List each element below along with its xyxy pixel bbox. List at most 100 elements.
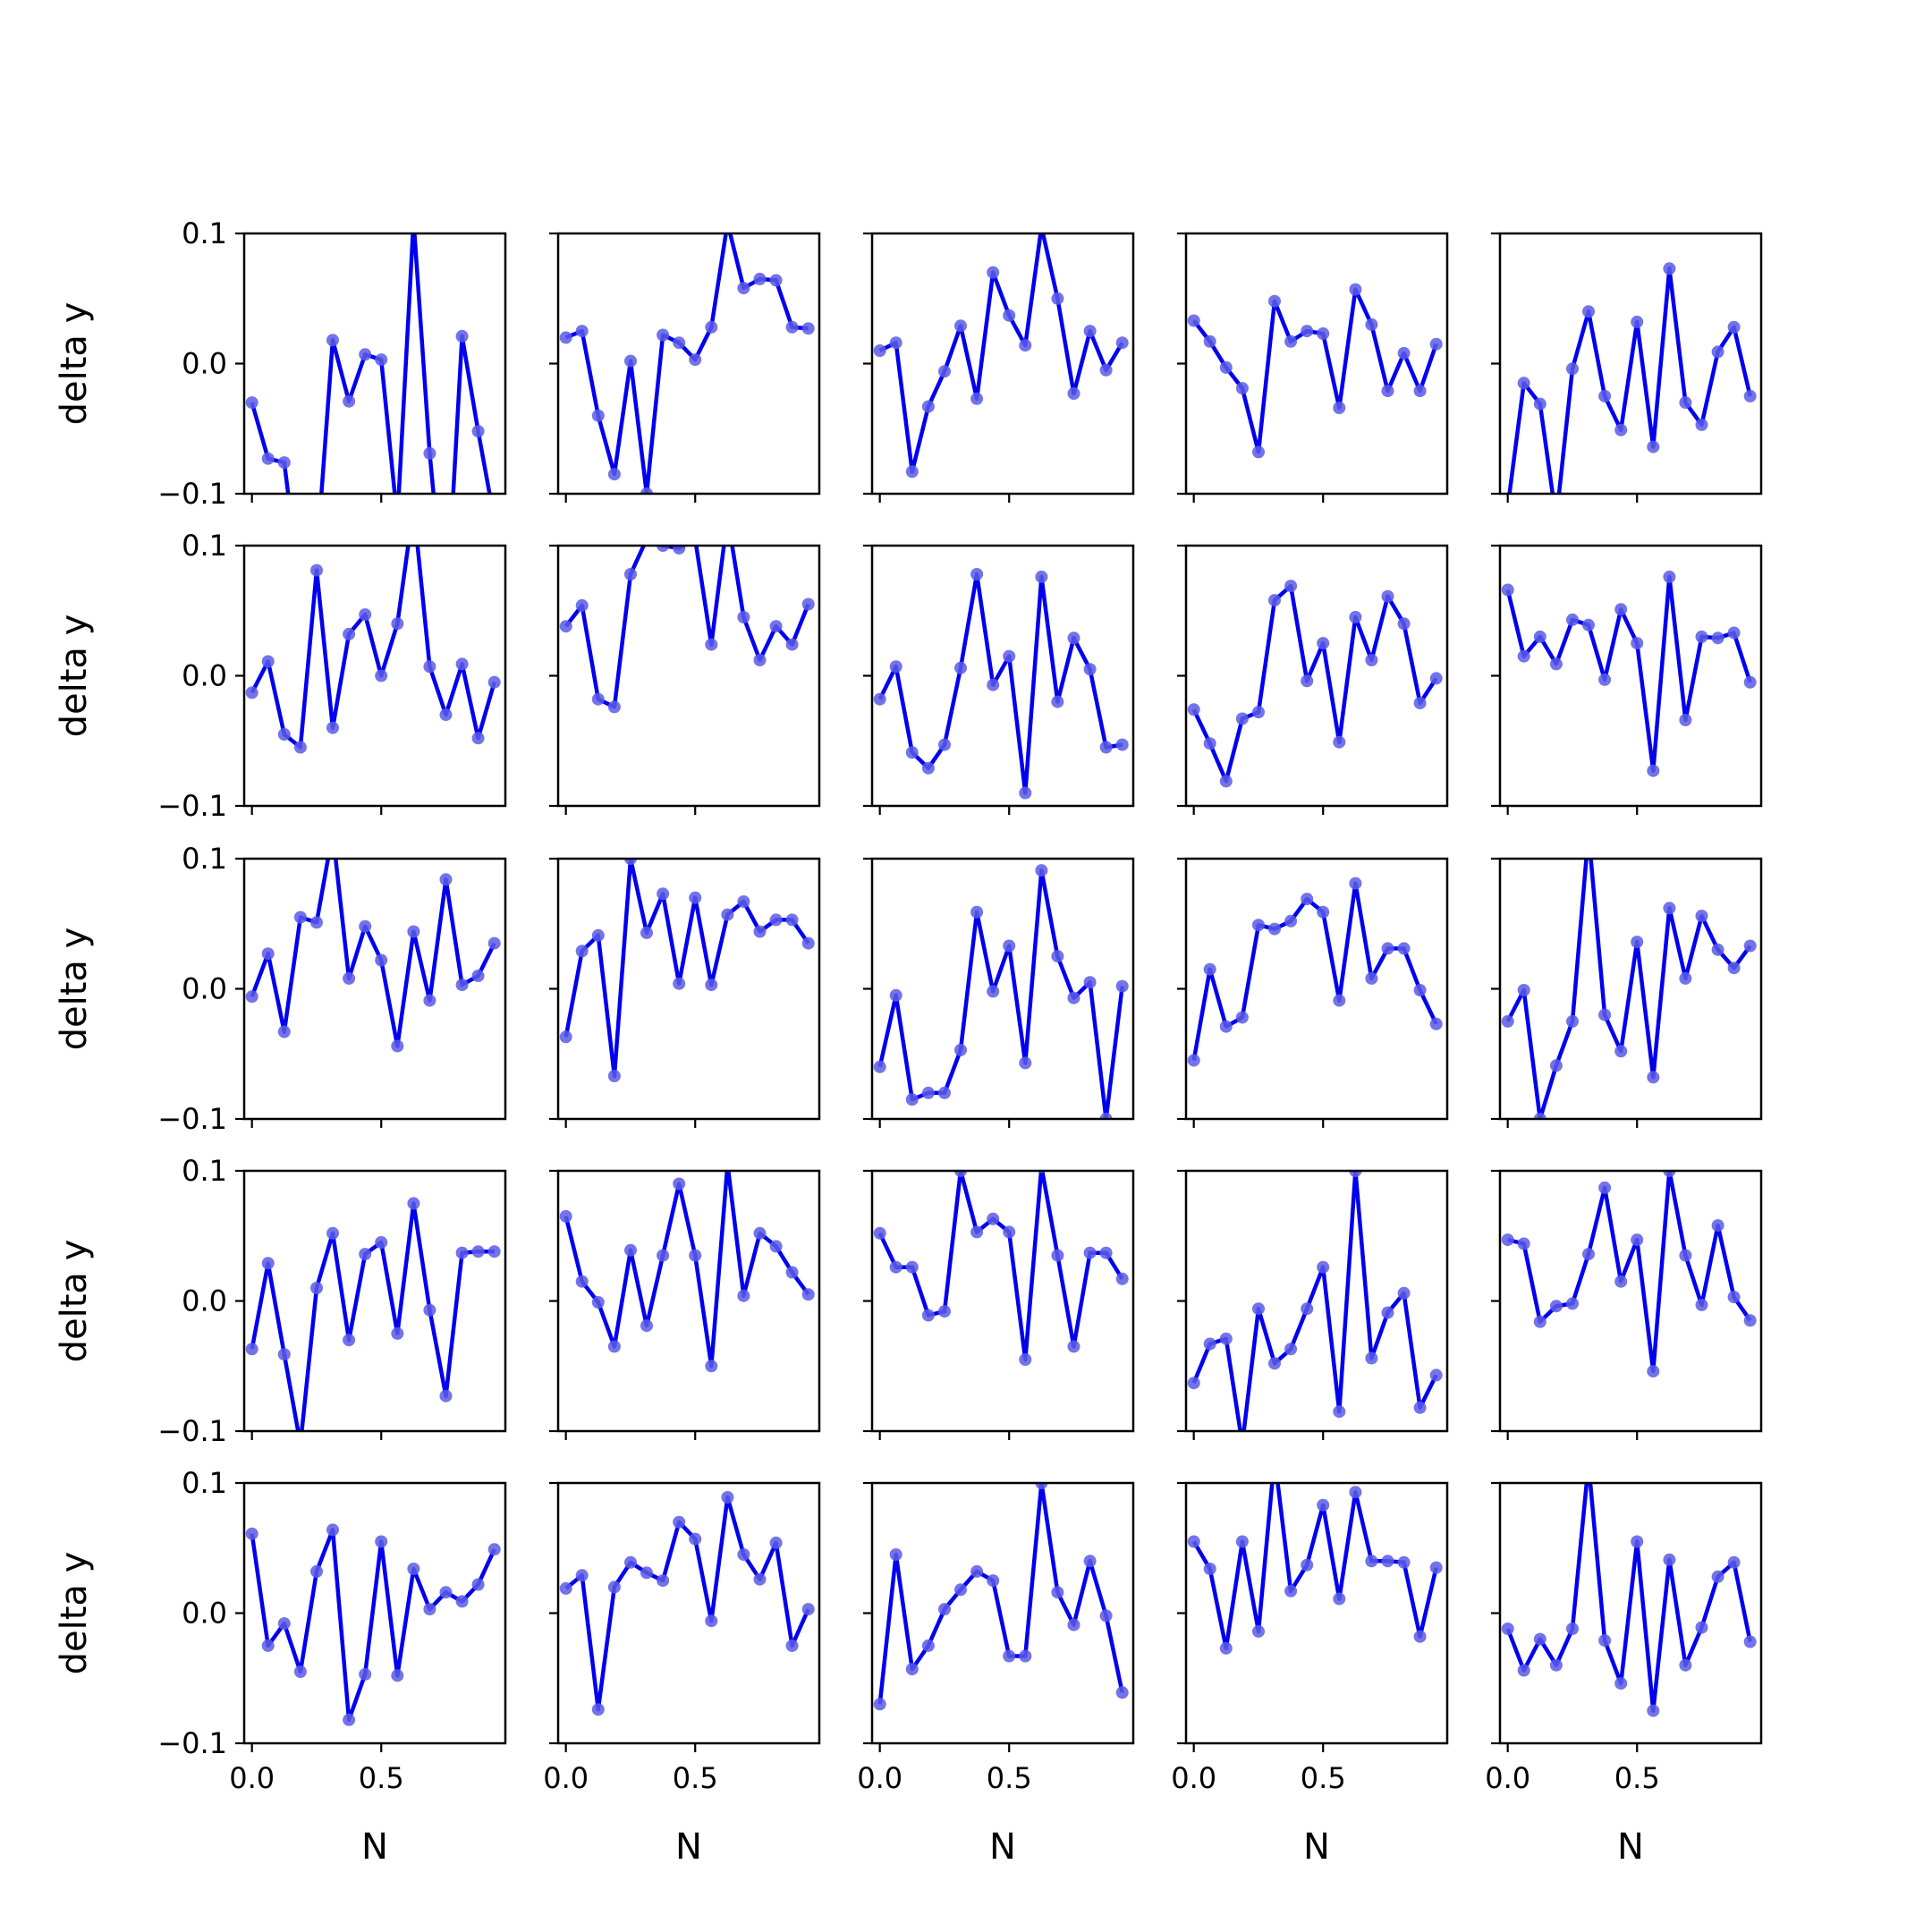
- y-axis-label: delta y: [54, 1240, 95, 1363]
- data-point: [785, 1266, 799, 1279]
- data-point: [801, 936, 815, 950]
- data-point: [1301, 893, 1314, 906]
- subplot-r5-c4: 0.0 0.5 N: [1171, 1481, 1449, 1868]
- data-point: [1631, 315, 1644, 328]
- x-tick-label: 0.0: [543, 1761, 589, 1795]
- data-point: [938, 738, 951, 751]
- series-group: [1187, 580, 1443, 788]
- data-point: [1219, 1332, 1233, 1345]
- data-point: [1614, 423, 1628, 436]
- subplot-r5-c5: 0.0 0.5 N: [1485, 1481, 1763, 1868]
- data-point: [785, 1639, 799, 1652]
- data-point: [1429, 337, 1443, 351]
- data-point: [640, 926, 653, 939]
- series-group: [873, 1171, 1129, 1366]
- data-point: [310, 564, 323, 577]
- data-point: [1679, 396, 1692, 410]
- data-point: [487, 1245, 501, 1258]
- subplot-r3-c2: [549, 857, 821, 1128]
- data-point: [261, 1257, 275, 1270]
- data-point: [407, 1563, 420, 1575]
- data-point: [1333, 1592, 1346, 1606]
- data-point: [1051, 695, 1064, 708]
- data-point: [1349, 1486, 1362, 1499]
- data-point: [1099, 1246, 1113, 1259]
- data-point: [423, 1603, 436, 1616]
- series-line: [564, 1171, 810, 1368]
- data-point: [1067, 1618, 1080, 1631]
- data-point: [1647, 1365, 1660, 1378]
- subplot-r3-c5: [1491, 857, 1763, 1128]
- data-point: [705, 638, 718, 651]
- data-point: [889, 336, 902, 350]
- data-point: [1203, 962, 1216, 976]
- data-point: [326, 1523, 339, 1537]
- data-point: [375, 1236, 388, 1249]
- data-point: [1549, 1059, 1563, 1072]
- data-point: [624, 859, 637, 865]
- data-point: [591, 409, 605, 422]
- data-point: [1517, 984, 1530, 996]
- data-point: [1413, 984, 1427, 996]
- data-point: [1743, 389, 1757, 402]
- series-group: [559, 859, 815, 1082]
- data-point: [921, 761, 935, 775]
- data-point: [769, 913, 783, 927]
- series-line: [877, 1171, 1124, 1362]
- y-tick-label: 0.1: [182, 1466, 227, 1500]
- data-point: [1429, 1368, 1443, 1382]
- data-point: [987, 985, 1000, 998]
- data-point: [391, 1669, 404, 1682]
- data-point: [277, 456, 291, 470]
- data-point: [343, 627, 356, 640]
- data-point: [705, 979, 718, 992]
- data-point: [1381, 385, 1394, 398]
- data-point: [873, 1226, 886, 1240]
- y-tick-label: −0.1: [157, 1726, 227, 1760]
- data-point: [1333, 735, 1346, 749]
- data-point: [310, 916, 323, 929]
- data-point: [1284, 335, 1298, 348]
- series-group: [873, 1483, 1129, 1711]
- data-point: [1647, 440, 1660, 453]
- series-group: [245, 1523, 501, 1726]
- data-point: [607, 1340, 621, 1353]
- data-point: [471, 970, 485, 982]
- data-point: [753, 272, 767, 285]
- data-point: [1695, 418, 1708, 431]
- data-point: [624, 1555, 637, 1569]
- data-point: [310, 1564, 323, 1578]
- y-tick-label: −0.1: [157, 789, 227, 823]
- series-group: [873, 568, 1129, 800]
- subplot-r2-c2: [549, 544, 821, 815]
- data-point: [1317, 905, 1330, 919]
- data-point: [1003, 309, 1016, 322]
- x-axis-label: N: [1617, 1826, 1644, 1868]
- series-group: [1187, 1483, 1443, 1655]
- data-point: [1083, 1246, 1097, 1259]
- data-point: [293, 741, 307, 754]
- data-point: [591, 928, 605, 942]
- x-tick-label: 0.5: [1614, 1761, 1660, 1795]
- data-point: [1019, 786, 1032, 800]
- data-point: [1695, 630, 1708, 643]
- data-point: [970, 1225, 984, 1239]
- data-point: [1083, 976, 1097, 989]
- data-point: [261, 947, 275, 961]
- data-point: [921, 400, 935, 413]
- data-point: [1727, 1291, 1741, 1304]
- data-point: [737, 611, 750, 623]
- data-point: [559, 331, 572, 344]
- x-axis-label: N: [1303, 1826, 1330, 1868]
- data-point: [391, 1326, 404, 1340]
- data-point: [873, 1698, 886, 1711]
- series-line: [878, 233, 1124, 474]
- series-group: [873, 864, 1129, 1119]
- series-group: [1507, 262, 1757, 494]
- subplot-r2-c4: [1177, 544, 1449, 815]
- y-tick-label: 0.0: [182, 972, 227, 1006]
- data-point: [1679, 1658, 1692, 1672]
- data-point: [1187, 1377, 1200, 1390]
